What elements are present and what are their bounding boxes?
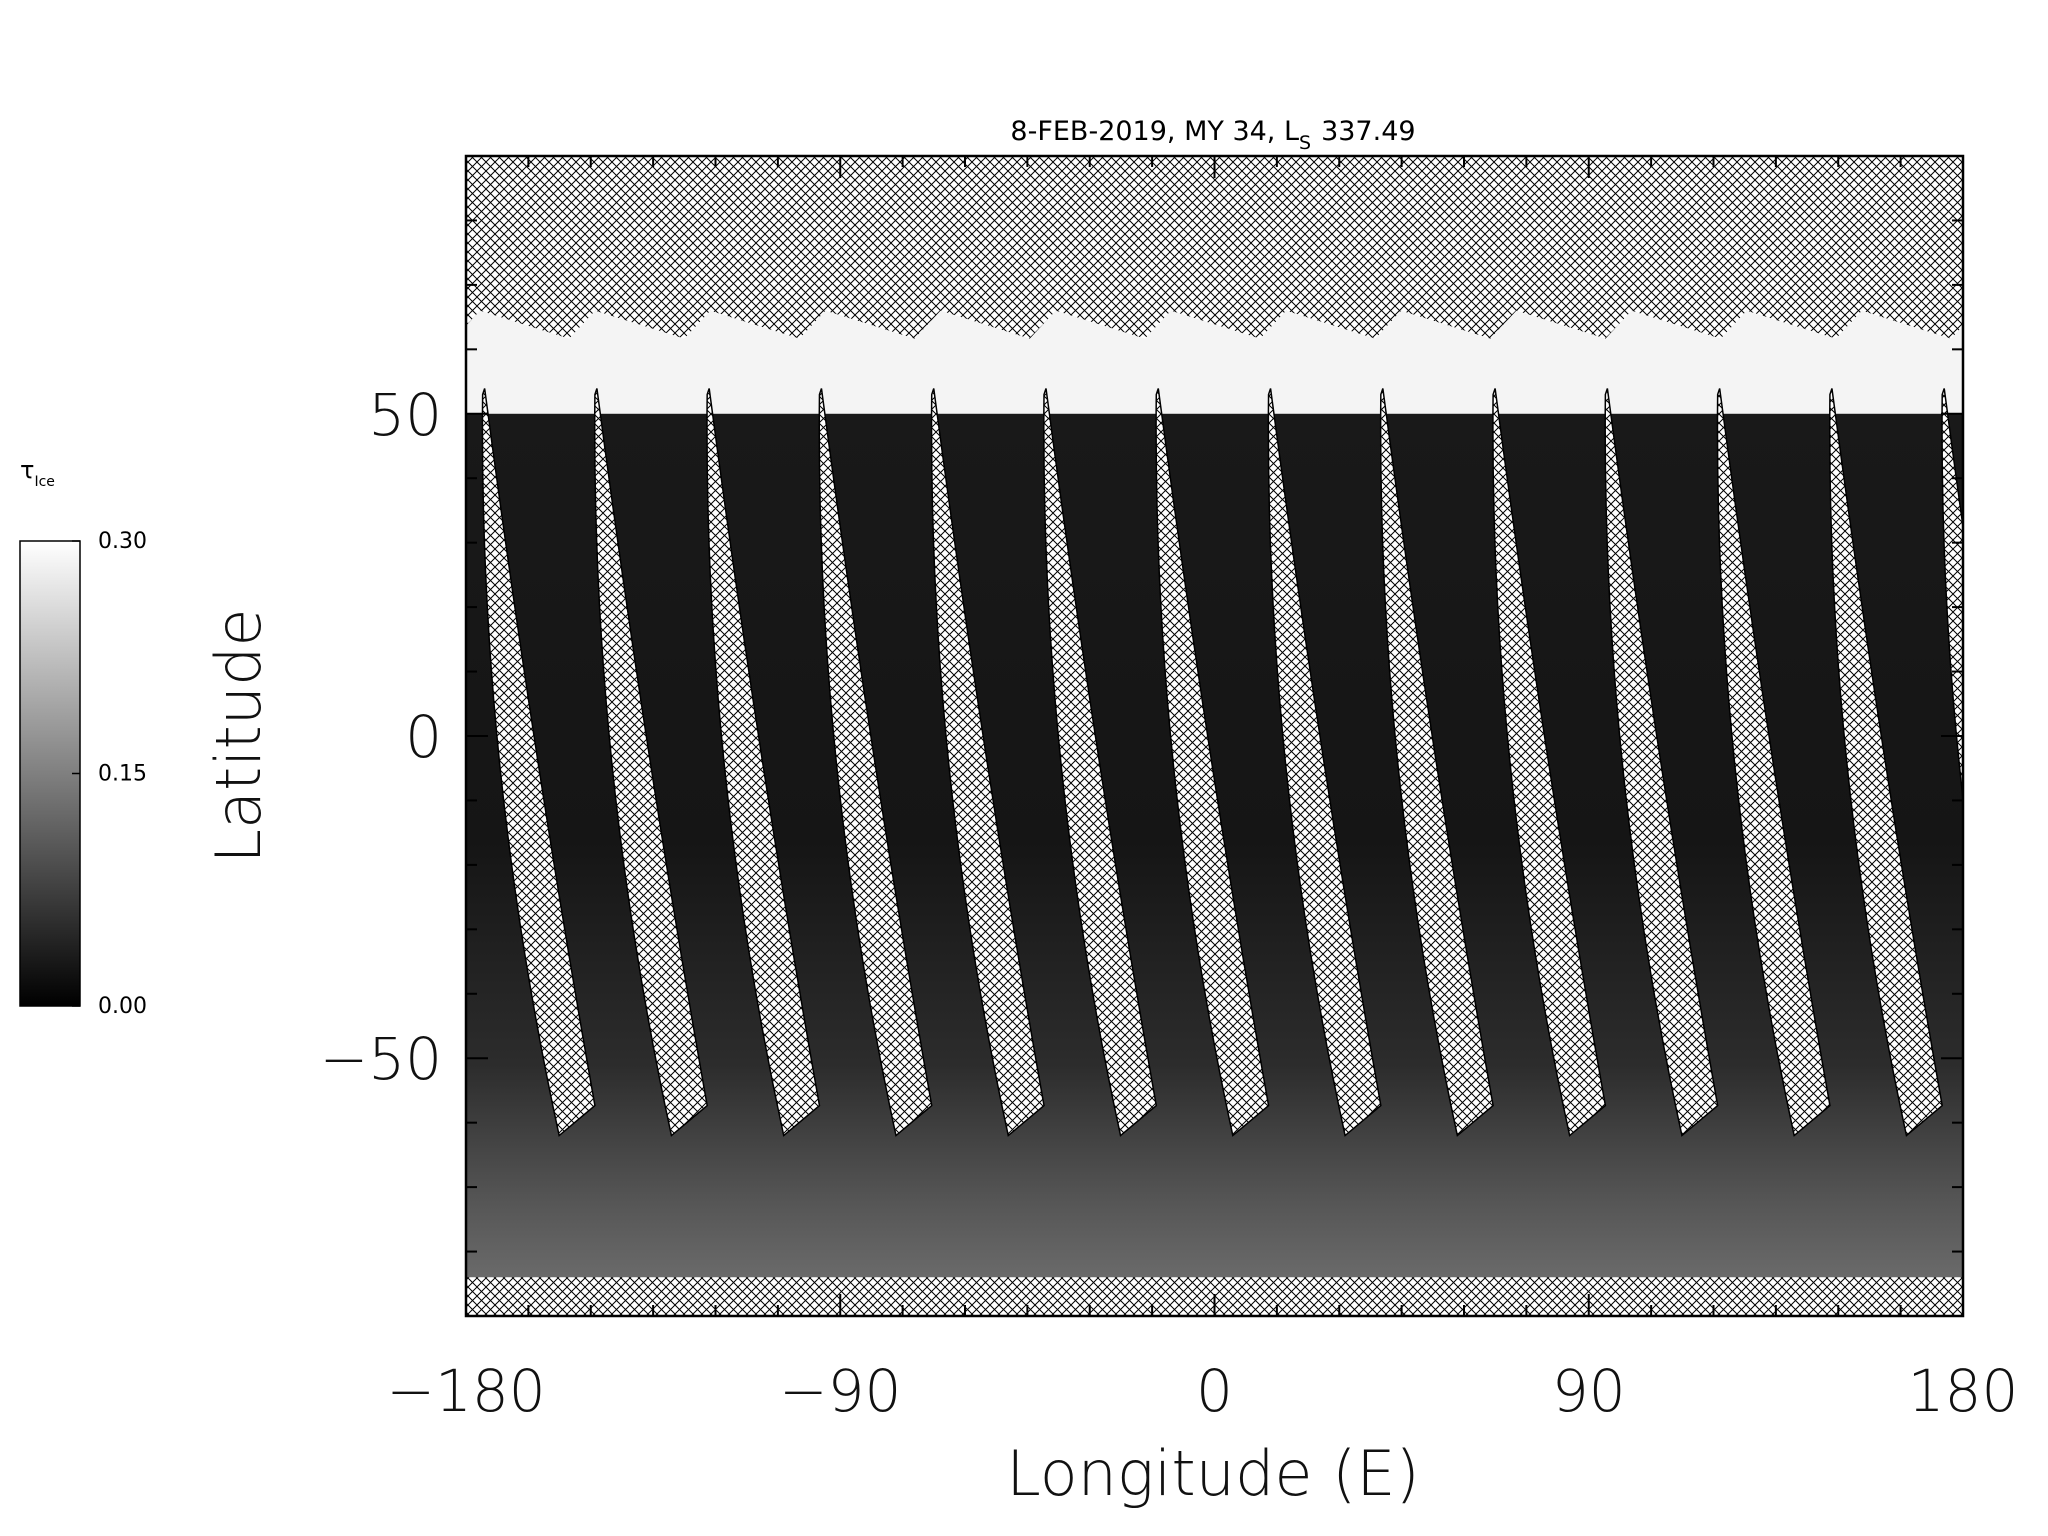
colorbar-label: τIce: [20, 456, 55, 490]
y-tick-label: −50: [320, 1025, 442, 1093]
orbit-gap: [1716, 388, 1831, 1137]
x-tick-label: 0: [1196, 1357, 1233, 1425]
map-content: [466, 156, 1963, 1316]
colorbar-tick-label: 0.15: [98, 762, 147, 787]
y-tick-label: 0: [405, 703, 442, 771]
x-tick-label: 180: [1908, 1357, 2019, 1425]
orbit-gap: [818, 388, 933, 1137]
orbit-gap: [1379, 388, 1494, 1137]
y-axis-tick-labels: −50 0 50: [320, 381, 442, 1093]
colorbar: τIce 0.00 0.15 0.30: [19, 456, 147, 1019]
colorbar-gradient: [19, 540, 81, 1007]
colorbar-tick-label: 0.30: [98, 529, 147, 554]
y-tick-label: 50: [368, 381, 442, 449]
orbit-gap: [1829, 388, 1944, 1137]
x-axis-label: Longitude (E): [1006, 1437, 1419, 1510]
orbit-gap: [1941, 388, 1963, 806]
orbit-gap: [930, 388, 1045, 1137]
orbit-gap: [481, 388, 596, 1137]
chart-title: 8-FEB-2019, MY 34, LS 337.49: [1010, 116, 1415, 154]
axis-ticks: [465, 156, 1964, 1316]
orbit-gap: [593, 388, 708, 1137]
orbit-gap: [706, 388, 821, 1137]
orbit-gap: [1267, 388, 1382, 1137]
orbit-gap: [1604, 388, 1719, 1137]
colorbar-ticks: 0.00 0.15 0.30: [72, 529, 147, 1019]
x-axis-tick-labels: −180 −90 0 90 180: [386, 1357, 2018, 1425]
y-axis-label: Latitude: [202, 608, 275, 863]
colorbar-tick-label: 0.00: [98, 994, 147, 1019]
north-polar-no-data: [466, 156, 1963, 339]
orbit-gap: [1492, 388, 1607, 1137]
orbit-gap: [1043, 388, 1158, 1137]
x-tick-label: −90: [779, 1357, 901, 1425]
x-tick-label: −180: [386, 1357, 545, 1425]
x-tick-label: 90: [1552, 1357, 1626, 1425]
orbit-gap: [1155, 388, 1270, 1137]
